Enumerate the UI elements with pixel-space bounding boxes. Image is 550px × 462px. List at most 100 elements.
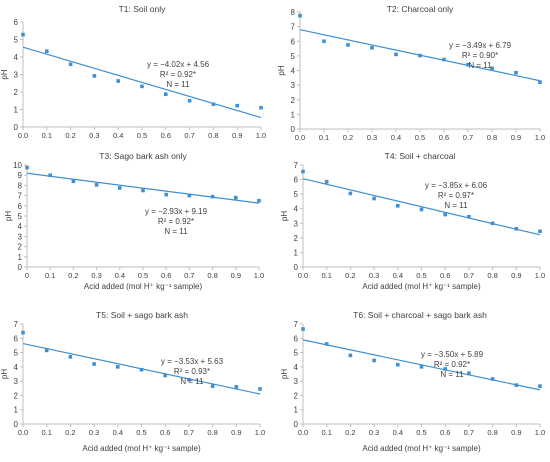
panel-title: T5: Soil + sago bark ash xyxy=(96,310,188,320)
data-point xyxy=(187,193,192,198)
x-tick-label: 0.5 xyxy=(137,131,147,140)
data-point xyxy=(490,66,494,71)
data-point xyxy=(301,327,305,331)
y-tick-label: 1 xyxy=(14,406,19,415)
x-tick-label: 0.5 xyxy=(416,271,426,280)
regression-annotation: N = 11 xyxy=(164,227,188,236)
regression-annotation: R² = 0.93* xyxy=(174,367,210,376)
x-tick-label: 0 xyxy=(25,271,29,280)
x-tick-label: 0.6 xyxy=(440,271,450,280)
data-point xyxy=(92,74,97,78)
y-tick-label: 5 xyxy=(14,36,19,45)
data-point xyxy=(258,387,262,391)
y-tick-label: 0 xyxy=(294,420,299,429)
x-tick-label: 0.8 xyxy=(487,133,497,142)
y-axis-label: pH xyxy=(277,65,286,75)
y-tick-label: 2 xyxy=(294,234,299,243)
x-tick-label: 0.6 xyxy=(440,428,450,437)
data-point xyxy=(211,102,216,107)
panel-title: T1: Soil only xyxy=(119,4,167,14)
data-point xyxy=(234,195,238,200)
y-tick-label: 1 xyxy=(294,248,299,257)
y-tick-label: 5 xyxy=(291,52,296,61)
data-point xyxy=(257,198,261,203)
y-tick-label: 1 xyxy=(294,406,299,415)
regression-annotation: N = 11 xyxy=(444,201,468,210)
data-point xyxy=(139,367,144,372)
data-point xyxy=(118,186,122,190)
x-tick-label: 0.3 xyxy=(91,271,101,280)
trendline xyxy=(26,172,260,204)
data-point xyxy=(140,84,144,89)
x-tick-label: 0.3 xyxy=(89,131,99,140)
y-tick-label: 0 xyxy=(18,263,23,272)
data-point xyxy=(324,179,329,184)
data-point xyxy=(235,103,239,108)
x-tick-label: 0.9 xyxy=(511,271,521,280)
data-point xyxy=(466,62,470,67)
y-tick-label: 8 xyxy=(18,181,23,190)
x-tick-label: 0.6 xyxy=(439,133,449,142)
x-tick-label: 0.1 xyxy=(41,428,51,437)
data-point xyxy=(490,377,495,381)
x-tick-label: 0.3 xyxy=(369,428,379,437)
data-point xyxy=(210,194,215,199)
y-tick-label: 3 xyxy=(14,377,19,386)
data-point xyxy=(514,70,518,75)
x-tick-label: 0.4 xyxy=(393,271,403,280)
data-point xyxy=(234,385,239,389)
y-tick-label: 1 xyxy=(14,106,19,115)
x-axis-label: Acid added (mol H⁺ kg⁻¹ sample) xyxy=(362,444,481,453)
data-point xyxy=(348,191,353,196)
x-tick-label: 0.5 xyxy=(138,271,148,280)
data-point xyxy=(538,229,542,234)
data-point xyxy=(259,105,263,110)
y-tick-label: 7 xyxy=(14,320,19,329)
y-tick-label: 6 xyxy=(294,334,299,343)
x-tick-label: 0.3 xyxy=(367,133,377,142)
x-tick-label: 0.8 xyxy=(207,271,217,280)
y-tick-label: 3 xyxy=(14,71,19,80)
y-tick-label: 0 xyxy=(294,263,299,272)
y-tick-label: 3 xyxy=(18,232,23,241)
x-tick-label: 0.8 xyxy=(207,428,217,437)
x-tick-label: 0.5 xyxy=(416,428,426,437)
data-point xyxy=(538,80,542,84)
regression-annotation: R² = 0.92* xyxy=(434,360,470,369)
x-tick-label: 0.7 xyxy=(463,133,473,142)
x-tick-label: 0.2 xyxy=(65,428,75,437)
x-tick-label: 0.9 xyxy=(231,271,241,280)
data-point xyxy=(443,212,447,217)
y-axis-label: pH xyxy=(0,369,9,379)
y-axis-label: pH xyxy=(280,211,289,221)
y-tick-label: 3 xyxy=(294,219,299,228)
data-point xyxy=(164,92,168,97)
y-axis-label: pH xyxy=(0,69,9,79)
regression-annotation: R² = 0.90* xyxy=(462,51,498,60)
x-axis-label: Acid added (mol H⁺ kg⁻¹ sample) xyxy=(362,282,481,291)
x-tick-label: 0.2 xyxy=(343,133,353,142)
data-point xyxy=(443,367,447,371)
y-tick-label: 8 xyxy=(291,8,296,17)
data-point xyxy=(467,214,471,219)
y-tick-label: 7 xyxy=(291,23,296,32)
y-tick-label: 4 xyxy=(294,363,299,372)
regression-annotation: N = 11 xyxy=(468,61,492,70)
x-tick-label: 0.3 xyxy=(369,271,379,280)
regression-annotation: N = 11 xyxy=(166,80,190,89)
data-point xyxy=(370,46,374,50)
x-tick-label: 0.2 xyxy=(345,271,355,280)
data-point xyxy=(490,221,495,226)
data-point xyxy=(538,384,542,388)
y-tick-label: 6 xyxy=(14,18,19,27)
regression-annotation: N = 11 xyxy=(440,370,464,379)
data-point xyxy=(372,196,376,201)
y-tick-label: 4 xyxy=(18,222,23,231)
y-tick-label: 1 xyxy=(18,253,23,262)
data-point xyxy=(116,79,120,83)
data-point xyxy=(396,362,400,367)
data-point xyxy=(71,179,76,184)
x-tick-label: 0.7 xyxy=(184,131,194,140)
y-tick-label: 4 xyxy=(291,67,296,76)
data-point xyxy=(164,192,168,197)
